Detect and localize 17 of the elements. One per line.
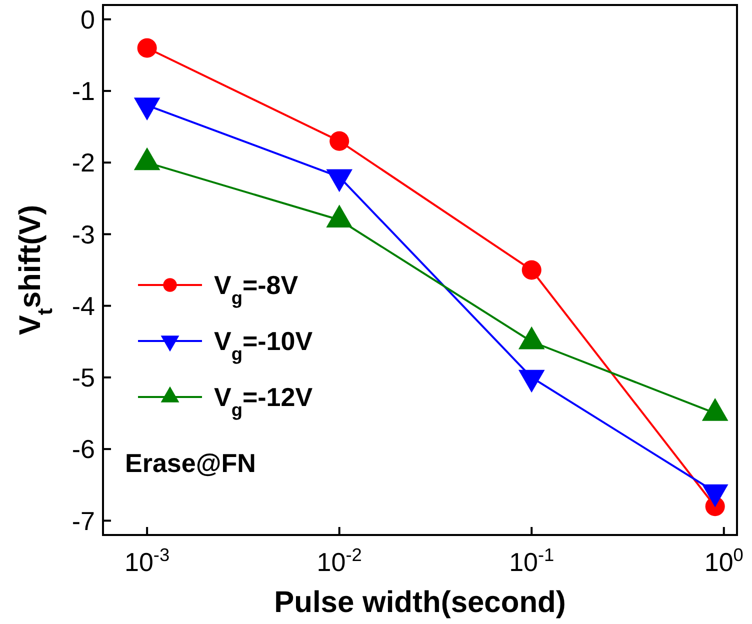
y-tick-label: -7: [72, 506, 95, 536]
legend-label: V$_{g}$=-10V: [214, 326, 314, 364]
x-tick-label: 10$^{-1}$: [509, 545, 554, 577]
y-tick-label: -2: [72, 148, 95, 178]
y-tick-label: -6: [72, 434, 95, 464]
x-axis-title: Pulse width(second): [274, 586, 566, 619]
y-tick-label: -5: [72, 362, 95, 393]
legend-label: V$_{g}$=-8V: [214, 270, 299, 308]
x-tick-label: 10$^{-2}$: [316, 545, 362, 577]
y-tick-label: 0: [80, 4, 95, 34]
y-tick-label: -3: [72, 219, 95, 250]
x-tick-label: 10$^{-3}$: [124, 545, 170, 577]
annotation: Erase@FN: [125, 448, 256, 478]
y-tick-label: -1: [72, 76, 95, 106]
legend-label: V$_{g}$=-12V: [214, 382, 314, 420]
x-tick-label: 10$^{0}$: [704, 545, 744, 577]
y-tick-label: -4: [72, 290, 95, 321]
